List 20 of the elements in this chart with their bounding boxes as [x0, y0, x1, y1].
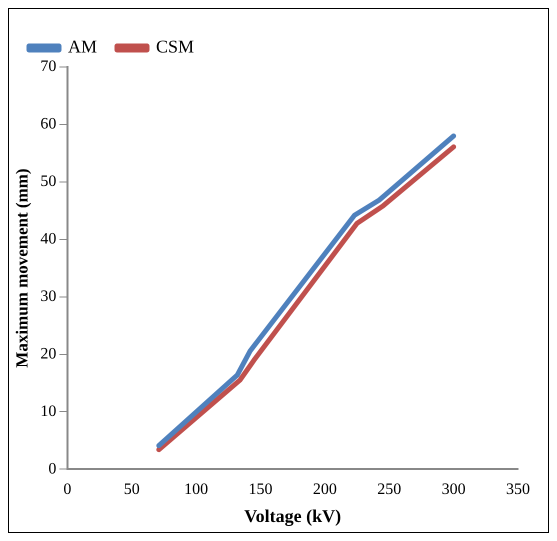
y-tick-label: 70	[40, 58, 56, 76]
y-tick-label: 30	[40, 288, 56, 306]
x-tick-label: 200	[312, 481, 337, 498]
x-tick-label: 100	[184, 481, 208, 498]
x-axis-title: Voltage (kV)	[244, 506, 342, 526]
y-axis-title: Maximum movement (mm)	[12, 168, 32, 368]
x-tick-label: 250	[377, 481, 402, 498]
x-tick-label: 300	[442, 481, 466, 498]
x-tick-label: 0	[63, 481, 72, 498]
y-tick-label: 10	[40, 402, 56, 420]
y-tick-label: 0	[48, 460, 56, 478]
x-tick-label: 150	[248, 481, 273, 498]
legend-label: AM	[68, 36, 98, 57]
x-tick-label: 350	[506, 481, 530, 498]
x-tick-label: 50	[124, 481, 140, 498]
legend-label: CSM	[156, 36, 194, 57]
y-tick-label: 60	[40, 116, 56, 133]
y-tick-label: 20	[40, 345, 56, 362]
y-tick-label: 50	[40, 173, 56, 190]
y-tick-label: 40	[40, 230, 56, 248]
